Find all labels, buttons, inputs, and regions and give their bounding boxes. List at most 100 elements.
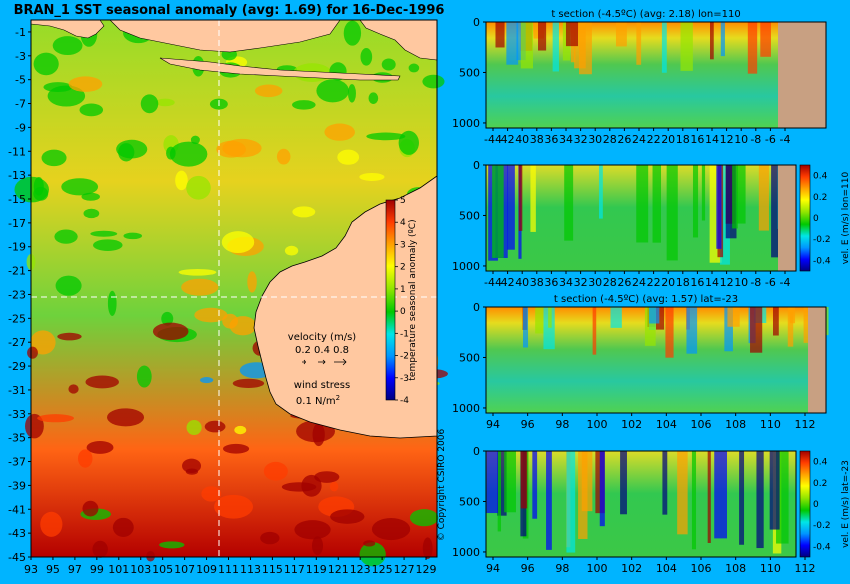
sst-patch (82, 500, 99, 517)
x-tick-label: 30 (588, 133, 602, 146)
colorbar-tick-label: -4 (400, 396, 409, 406)
x-tick-label: 103 (130, 563, 151, 576)
sst-patch (294, 520, 331, 540)
sst-patch (186, 175, 211, 200)
y-tick-label: 0 (473, 159, 480, 172)
x-tick-label: 42 (501, 133, 515, 146)
y-tick-label: -17 (8, 217, 26, 230)
y-tick-label: -13 (8, 169, 26, 182)
x-tick-label: 107 (174, 563, 195, 576)
sst-map-x-axis: 93 95 97 99 101 103 105 107 109 111 113 115 117 119 12… (24, 557, 437, 576)
section-streak (661, 22, 667, 73)
vel-section-lon-frame (485, 164, 797, 272)
section-streak (520, 451, 528, 509)
x-tick-label: 104 (656, 562, 677, 575)
sst-patch (254, 84, 283, 98)
vel-section-lat-field (486, 451, 796, 557)
sea-floor (778, 165, 796, 271)
x-tick-label: 22 (647, 276, 661, 289)
x-tick-label: 125 (372, 563, 393, 576)
y-tick-label: -3 (15, 50, 26, 63)
vel-section-lon-colorbar (799, 164, 811, 272)
section-streak (725, 165, 737, 239)
x-tick-label: 117 (284, 563, 305, 576)
sst-patch (123, 232, 143, 240)
sst-patch (316, 79, 349, 103)
x-tick-label: 36 (544, 133, 558, 146)
colorbar-tick-label: 0.2 (813, 193, 827, 203)
section-streak (535, 307, 544, 334)
sst-patch (55, 275, 82, 296)
sst-patch (366, 132, 406, 141)
y-tick-label: -19 (8, 241, 26, 254)
x-tick-label: 109 (196, 563, 217, 576)
x-tick-label: -4 (780, 133, 791, 146)
copyright-note: © Copyright CSIRO 2006 (437, 429, 447, 542)
vel-section-lat-colorbar (799, 450, 811, 558)
section-streak (592, 307, 597, 355)
t-section-lon-panel: t section (-4.5ºC) (avg: 2.18) lon=110 0 5… (452, 9, 827, 146)
sst-patch (194, 307, 228, 323)
colorbar-tick-label: 4 (400, 218, 406, 228)
sst-patch (263, 461, 288, 481)
colorbar-tick-label: 0.4 (813, 172, 828, 182)
sst-colorbar-ticks: 5 4 3 2 1 0 -1 -2 -3 -4 (395, 196, 409, 406)
section-streak (507, 165, 515, 250)
section-streak (736, 165, 746, 224)
section-streak (652, 165, 662, 243)
section-streak (756, 451, 764, 549)
section-streak (662, 451, 668, 515)
x-tick-label: 108 (725, 562, 746, 575)
vector-legend: velocity (m/s) 0.2 0.4 0.8 wind stress 0… (288, 332, 356, 407)
sst-patch (68, 384, 79, 394)
sst-patch (381, 58, 396, 71)
section-streak (620, 451, 627, 515)
x-tick-label: 121 (328, 563, 349, 576)
vel-section-lat-frame (485, 450, 797, 558)
x-tick-label: -4 (780, 276, 791, 289)
x-tick-label: 32 (574, 133, 588, 146)
sst-patch (186, 420, 202, 436)
colorbar-tick-label: -0.2 (813, 521, 831, 531)
section-streak (739, 451, 745, 545)
x-tick-label: 34 (559, 276, 573, 289)
x-tick-label: -44 (484, 133, 502, 146)
t-section-lon-frame (485, 21, 827, 129)
colorbar-tick-label: 1 (400, 285, 406, 295)
sst-colorbar: 5 4 3 2 1 0 -1 -2 -3 -4 temperature seasonal anom… (385, 196, 418, 406)
sst-patch (159, 541, 185, 549)
sst-patch (347, 84, 356, 103)
section-streak (692, 165, 699, 238)
x-tick-label: 104 (656, 418, 677, 431)
section-streak (566, 451, 576, 553)
wind-legend-title: wind stress (294, 380, 350, 391)
section-streak (719, 165, 730, 265)
y-tick-label: -35 (8, 432, 26, 445)
x-tick-label: 96 (521, 562, 535, 575)
section-streak (578, 451, 588, 539)
sst-patch (61, 178, 99, 196)
sst-patch (284, 245, 299, 256)
x-tick-label: 34 (559, 133, 573, 146)
y-tick-label: 1000 (452, 117, 480, 130)
sst-patch (175, 170, 188, 191)
land-borneo (109, 19, 341, 53)
t-section-lon-title: t section (-4.5ºC) (avg: 2.18) lon=110 (551, 9, 740, 20)
x-tick-label: 10 (734, 133, 748, 146)
y-tick-label: 500 (459, 495, 480, 508)
x-tick-label: 106 (691, 562, 712, 575)
sst-patch (43, 82, 73, 93)
x-tick-label: 98 (555, 418, 569, 431)
sst-patch (40, 511, 63, 537)
section-streak (546, 451, 552, 550)
section-streak (655, 307, 665, 330)
sst-patch (324, 123, 355, 141)
y-tick-label: 500 (459, 351, 480, 364)
section-streak (495, 22, 505, 48)
x-tick-label: 110 (760, 562, 781, 575)
sst-patch (155, 98, 175, 107)
sea-floor (808, 307, 826, 413)
sst-patch (161, 311, 174, 326)
section-streak (518, 165, 523, 231)
